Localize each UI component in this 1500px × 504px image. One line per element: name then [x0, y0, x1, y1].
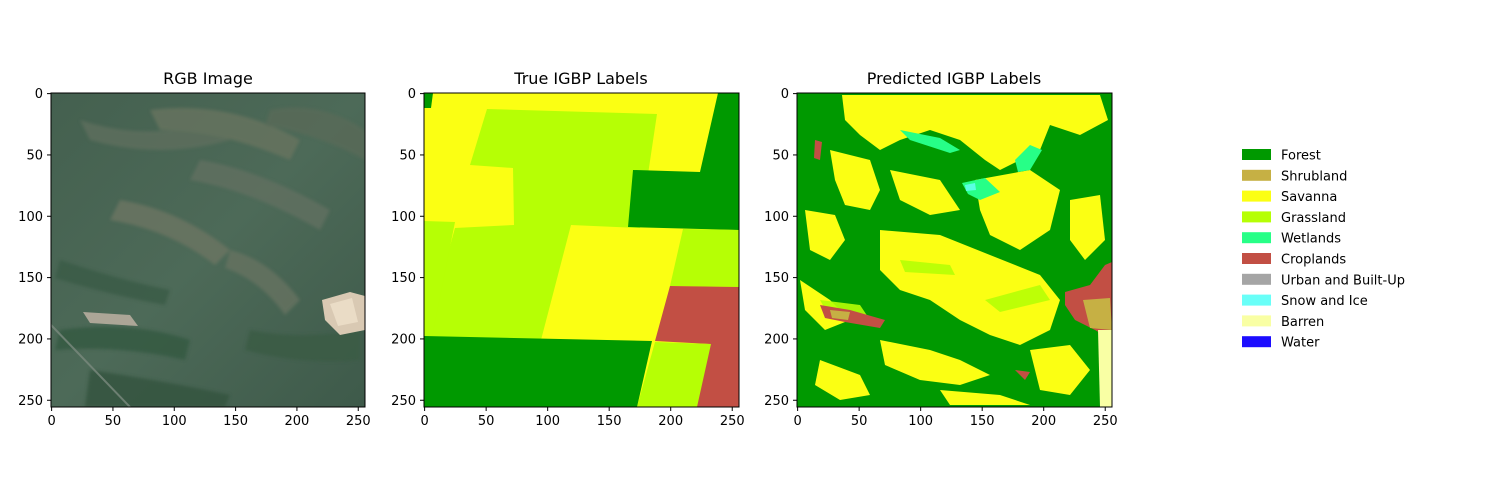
true-y-axis: 0 50 100 150 200 250	[391, 87, 424, 409]
y-tick-label: 50	[26, 148, 43, 163]
true-labels-title: True IGBP Labels	[513, 69, 647, 88]
true-region-forest-bottom	[424, 336, 652, 407]
y-tick-label: 250	[18, 394, 43, 409]
x-tick-label: 200	[1031, 414, 1056, 429]
pred-regions-barren	[1098, 330, 1112, 407]
rgb-image-panel: RGB Image 0 50 100 150 200 250 0 50 100 150 200	[18, 69, 370, 429]
true-region-grassland-left	[424, 221, 455, 337]
true-labels-frame	[423, 92, 740, 408]
predicted-labels-map	[797, 93, 1112, 407]
pred-regions-snow	[965, 183, 976, 191]
legend-label: Barren	[1281, 315, 1324, 330]
legend-label: Forest	[1281, 149, 1321, 164]
rgb-image-frame	[50, 92, 366, 408]
true-region-forest-topleft	[424, 93, 433, 108]
y-tick-label: 150	[764, 271, 789, 286]
x-tick-label: 250	[1093, 414, 1118, 429]
y-tick-label: 100	[391, 210, 416, 225]
y-tick-label: 100	[764, 210, 789, 225]
predicted-labels-panel: Predicted IGBP Labels	[764, 69, 1117, 429]
predicted-labels-title: Predicted IGBP Labels	[867, 69, 1042, 88]
rgb-image-title: RGB Image	[163, 69, 253, 88]
x-tick-label: 100	[162, 414, 187, 429]
legend-swatch	[1242, 294, 1271, 306]
x-tick-label: 0	[793, 414, 801, 429]
y-tick-label: 50	[399, 148, 416, 163]
x-tick-label: 150	[223, 414, 248, 429]
legend-swatch	[1242, 315, 1271, 327]
true-region-grassland-right	[670, 229, 739, 287]
legend-swatch	[1242, 253, 1271, 264]
legend-swatch	[1242, 232, 1271, 244]
y-tick-label: 50	[772, 148, 789, 163]
legend-label: Wetlands	[1281, 232, 1341, 247]
y-tick-label: 150	[18, 271, 43, 286]
legend-swatch	[1242, 273, 1271, 285]
y-tick-label: 250	[764, 394, 789, 409]
true-region-forest-right	[628, 93, 739, 230]
legend-swatch	[1242, 190, 1271, 202]
y-tick-label: 0	[35, 87, 43, 102]
x-tick-label: 100	[908, 414, 933, 429]
legend-label: Croplands	[1281, 253, 1346, 268]
predicted-y-axis: 0 50 100 150 200 250	[764, 87, 797, 409]
true-region-croplands	[655, 286, 739, 407]
predicted-x-axis: 0 50 100 150 200 250	[793, 407, 1118, 429]
x-tick-label: 50	[105, 414, 122, 429]
rgb-image	[51, 93, 365, 407]
y-tick-label: 200	[764, 332, 789, 347]
legend-label: Shrubland	[1281, 169, 1347, 184]
pred-regions-wetlands	[900, 130, 1042, 200]
y-tick-label: 200	[391, 332, 416, 347]
x-tick-label: 50	[851, 414, 868, 429]
y-tick-label: 0	[408, 87, 416, 102]
legend-label: Urban and Built-Up	[1281, 273, 1405, 288]
legend-label: Grassland	[1281, 211, 1346, 226]
x-tick-label: 150	[597, 414, 622, 429]
rgb-x-axis: 0 50 100 150 200 250	[47, 407, 371, 429]
legend-label: Water	[1281, 336, 1320, 351]
legend-label: Savanna	[1281, 190, 1337, 205]
x-tick-label: 0	[47, 414, 55, 429]
true-x-axis: 0 50 100 150 200 250	[420, 407, 745, 429]
legend-swatch	[1242, 169, 1271, 181]
legend-label: Snow and Ice	[1281, 294, 1368, 309]
true-region-grassland-upper	[424, 109, 657, 340]
x-tick-label: 250	[346, 414, 371, 429]
y-tick-label: 150	[391, 271, 416, 286]
legend-swatch	[1242, 149, 1271, 160]
rgb-y-axis: 0 50 100 150 200 250	[18, 87, 51, 409]
true-region-grassland-lower	[637, 342, 711, 407]
pred-regions-shrubland	[830, 298, 1112, 330]
legend-swatch	[1242, 211, 1271, 223]
true-labels-panel: True IGBP Labels 0 50 100 150 200 250 0 50 100 1…	[391, 69, 744, 429]
y-tick-label: 100	[18, 210, 43, 225]
x-tick-label: 150	[970, 414, 995, 429]
legend: Forest Shrubland Savanna Grassland Wetlands C…	[1242, 149, 1405, 351]
x-tick-label: 100	[535, 414, 560, 429]
y-tick-label: 200	[18, 332, 43, 347]
y-tick-label: 0	[781, 87, 789, 102]
x-tick-label: 50	[478, 414, 495, 429]
predicted-labels-frame	[796, 92, 1113, 408]
x-tick-label: 200	[658, 414, 683, 429]
x-tick-label: 250	[720, 414, 745, 429]
x-tick-label: 200	[285, 414, 310, 429]
legend-swatch	[1242, 336, 1271, 348]
y-tick-label: 250	[391, 394, 416, 409]
x-tick-label: 0	[420, 414, 428, 429]
true-labels-map	[424, 93, 739, 407]
